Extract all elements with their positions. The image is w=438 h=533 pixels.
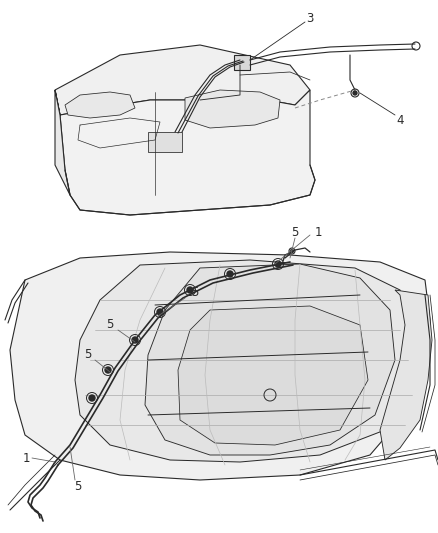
Polygon shape [145, 264, 395, 455]
Polygon shape [380, 290, 432, 460]
Polygon shape [178, 306, 368, 445]
Text: 5: 5 [106, 319, 114, 332]
Polygon shape [55, 90, 315, 215]
Polygon shape [65, 92, 135, 118]
Polygon shape [10, 252, 430, 480]
Polygon shape [234, 55, 250, 70]
Text: 5: 5 [84, 349, 92, 361]
Circle shape [105, 367, 111, 373]
Polygon shape [55, 90, 70, 195]
Circle shape [132, 337, 138, 343]
Text: 5: 5 [291, 227, 299, 239]
Polygon shape [185, 90, 280, 128]
Circle shape [353, 91, 357, 95]
Polygon shape [55, 45, 310, 115]
Polygon shape [148, 132, 182, 152]
Circle shape [89, 395, 95, 401]
Text: 3: 3 [306, 12, 314, 25]
Circle shape [290, 249, 293, 253]
Circle shape [275, 261, 281, 267]
Text: 1: 1 [314, 225, 322, 238]
Text: 5: 5 [74, 481, 82, 494]
Text: 5: 5 [191, 287, 199, 300]
Circle shape [157, 309, 163, 315]
Text: 4: 4 [396, 114, 404, 126]
Circle shape [187, 287, 193, 293]
Polygon shape [75, 260, 415, 462]
Circle shape [227, 271, 233, 277]
Text: 1: 1 [22, 451, 30, 464]
